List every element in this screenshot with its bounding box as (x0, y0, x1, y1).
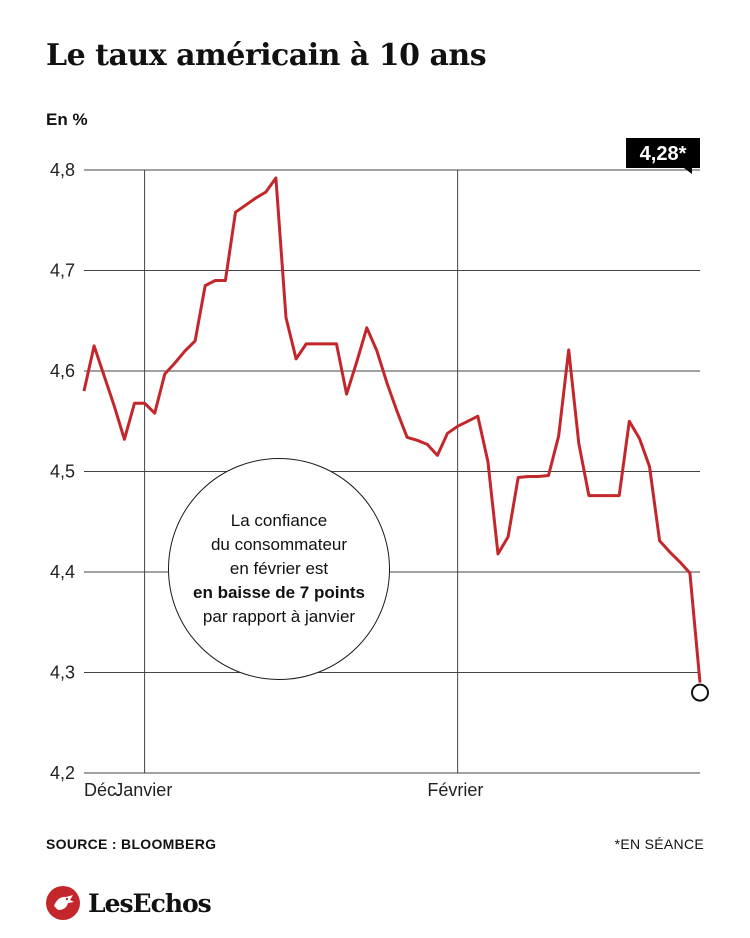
brand-name: LesEchos (88, 888, 212, 918)
annotation-bubble: La confiance du consommateur en février … (168, 458, 390, 680)
y-tick-label: 4,7 (50, 261, 75, 281)
series-line (82, 176, 702, 683)
last-value-marker (691, 683, 709, 702)
brand-logo: LesEchos (46, 886, 212, 920)
y-tick-label: 4,5 (50, 462, 75, 482)
chart-title: Le taux américain à 10 ans (46, 38, 487, 73)
x-tick-label: Janvier (114, 780, 172, 800)
callout-value: 4,28* (640, 143, 687, 165)
callout-pointer (684, 168, 692, 174)
y-tick-label: 4,3 (50, 663, 75, 683)
x-tick-label: Février (427, 780, 483, 800)
echos-logo-icon (46, 886, 80, 920)
y-unit-label: En % (46, 110, 88, 129)
x-tick-label: Déc. (84, 780, 121, 800)
annotation-line: du consommateur (210, 535, 348, 554)
last-value-callout (626, 138, 700, 168)
annotation-line: en février est (229, 559, 329, 578)
source-label: SOURCE : BLOOMBERG (46, 836, 217, 852)
annotation-line: par rapport à janvier (202, 607, 356, 626)
annotation-line: La confiance (230, 511, 328, 530)
footnote: *EN SÉANCE (614, 836, 704, 852)
annotation-highlight: en baisse de 7 points (193, 583, 365, 602)
y-tick-label: 4,2 (50, 763, 75, 783)
y-tick-label: 4,8 (50, 160, 75, 180)
y-tick-label: 4,6 (50, 361, 75, 381)
y-tick-label: 4,4 (50, 562, 75, 582)
